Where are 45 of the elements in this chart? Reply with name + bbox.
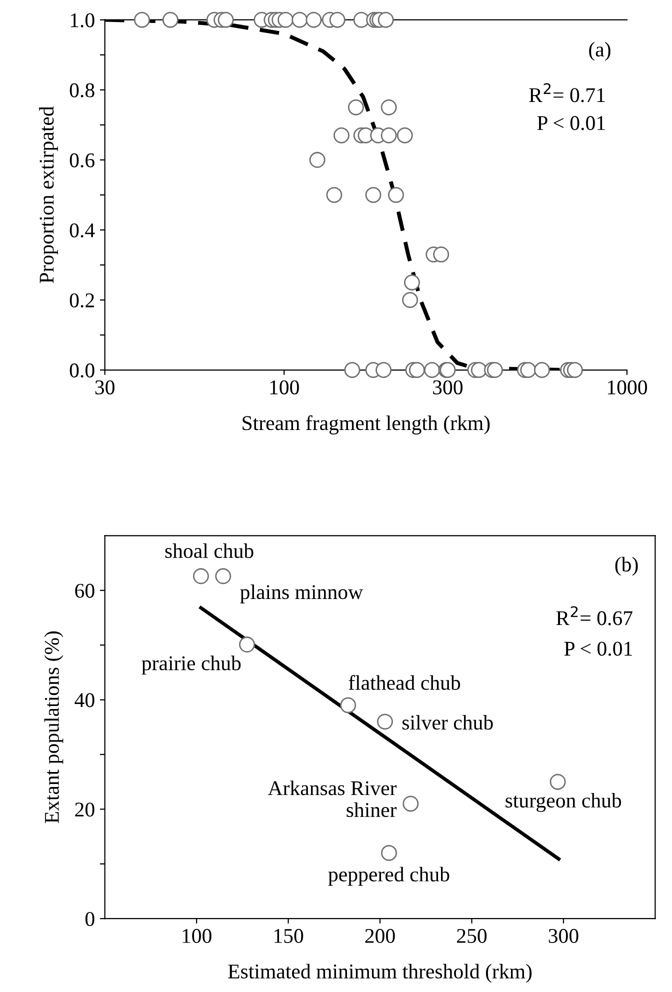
point: [192, 568, 209, 584]
y-axis-title: Extant populations (%): [44, 631, 64, 824]
annotation: prairie chub: [142, 656, 241, 675]
x-tick-label: 100: [182, 928, 212, 943]
x-tick-label: 1000: [608, 380, 648, 394]
x-tick-label: 300: [548, 928, 578, 943]
x-axis-title: Stream fragment length (rkm): [242, 415, 490, 434]
point: [239, 636, 255, 653]
y-tick-label: 0.2: [70, 293, 94, 308]
point: [215, 568, 232, 584]
y-tick-label: 20: [75, 802, 94, 817]
annotation: plains minnow: [240, 584, 363, 604]
point: [550, 774, 566, 790]
point: [340, 697, 356, 714]
y-axis-title: Proportion extirpated: [39, 106, 58, 284]
point: [381, 844, 397, 861]
annotation: peppered chub: [328, 866, 450, 886]
x-axis-title: Estimated minimum threshold (rkm): [228, 964, 532, 983]
x-tick-label: 200: [365, 928, 395, 943]
y-tick-label: 0.0: [70, 363, 94, 378]
y-tick-label: 0: [85, 912, 94, 926]
annotation: sturgeon chub: [506, 792, 622, 812]
y-tick-label: 40: [74, 693, 94, 708]
x-tick-label: 150: [274, 928, 304, 943]
x-tick-label: 300: [433, 380, 463, 394]
point: [402, 796, 419, 812]
x-tick-label: 100: [270, 380, 299, 394]
y-tick-label: 0.6: [70, 153, 94, 168]
annotation: silver chub: [402, 714, 493, 730]
annotation: Arkansas River shiner: [268, 780, 397, 818]
x-tick-label: 250: [457, 928, 487, 943]
annotation: (b): [615, 556, 638, 576]
y-tick-label: 0.8: [70, 83, 94, 98]
point: [376, 714, 393, 730]
y-tick-label: 1.0: [70, 13, 94, 28]
x-tick-label: 30: [95, 380, 114, 394]
annotation: R$^{2}$= 0.71: [529, 83, 605, 102]
annotation: R$^{2}$= 0.67: [556, 606, 632, 626]
annotation: P < 0.01: [564, 642, 632, 656]
annotation: shoal chub: [165, 543, 254, 558]
annotation: (a): [589, 42, 610, 61]
annotation: flathead chub: [348, 675, 460, 690]
annotation: P < 0.01: [537, 116, 605, 130]
y-tick-label: 60: [75, 584, 94, 598]
y-tick-label: 0.4: [70, 223, 95, 238]
